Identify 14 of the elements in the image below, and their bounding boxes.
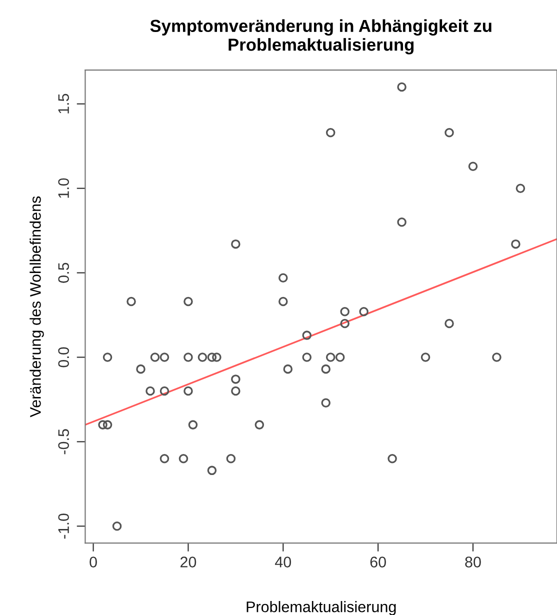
chart-title: Symptomveränderung in Abhängigkeit zu Problemaktualisierung [150,19,492,54]
x-tick-label: 0 [90,556,97,568]
x-tick-label: 60 [370,556,386,568]
y-tick-label: 1.0 [58,178,70,198]
y-tick-label: 1.5 [58,94,70,114]
y-tick-label: 0.5 [58,262,70,283]
x-axis-title: Problemaktualisierung [246,601,396,615]
x-tick-label: 80 [465,556,481,568]
y-tick-label: -1.0 [58,514,70,539]
y-tick-label: -0.5 [58,429,70,454]
x-tick-label: 40 [274,556,292,568]
x-tick-label: 20 [180,556,196,568]
y-axis-title: Veränderung des Wohlbefindens [30,196,44,418]
y-tick-label: 0.0 [58,347,70,368]
